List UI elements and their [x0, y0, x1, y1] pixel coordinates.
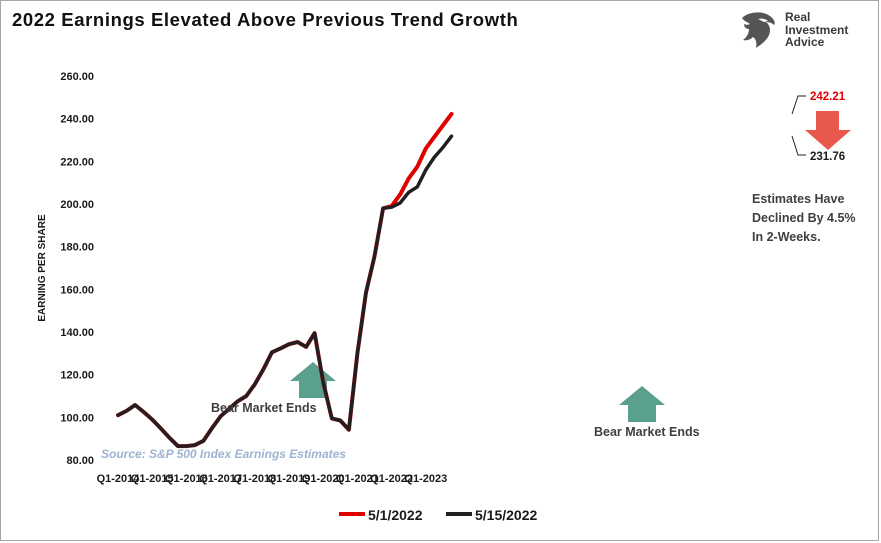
annotation-estimates: Estimates Have	[752, 192, 844, 206]
x-tick-label: Q1-2015	[131, 473, 174, 485]
legend: 5/1/2022 5/15/2022	[339, 507, 537, 523]
x-tick-label: Q1-2020	[302, 473, 345, 485]
arrow-down-icon	[805, 111, 851, 150]
arrow-up-icon	[619, 386, 665, 422]
x-tick-label: Q1-2017	[199, 473, 242, 485]
annotation-estimates: Declined By 4.5%	[752, 211, 856, 225]
source-note: Source: S&P 500 Index Earnings Estimates	[101, 447, 346, 461]
logo-text: Real Investment Advice	[785, 11, 848, 49]
x-tick-label: Q1-2022	[370, 473, 413, 485]
y-tick-label: 260.00	[60, 71, 94, 83]
y-tick-label: 80.00	[66, 455, 94, 467]
x-tick-label: Q1-2023	[404, 473, 447, 485]
logo: Real Investment Advice	[738, 10, 868, 54]
y-tick-label: 160.00	[60, 284, 94, 296]
arrow-up-icon	[290, 362, 336, 398]
y-tick-label: 180.00	[60, 242, 94, 254]
y-tick-label: 220.00	[60, 156, 94, 168]
y-tick-label: 100.00	[60, 412, 94, 424]
annotation-estimates: In 2-Weeks.	[752, 230, 821, 244]
y-axis-label: EARNING PER SHARE	[37, 214, 48, 322]
logo-line: Advice	[785, 35, 825, 49]
eagle-icon	[742, 12, 775, 48]
y-axis: 80.00 100.00 120.00 140.00 160.00 180.00 200.0…	[60, 71, 94, 467]
x-tick-label: Q1-2014	[97, 473, 141, 485]
y-tick-label: 240.00	[60, 114, 94, 126]
logo-line: Investment	[785, 22, 849, 37]
series-layer	[116, 112, 454, 449]
annotation-bear-market-2: Bear Market Ends	[594, 425, 700, 439]
logo-line: Real	[785, 10, 811, 24]
callout-leader	[791, 95, 806, 115]
x-tick-label: Q1-2016	[165, 473, 208, 485]
legend-label-0501: 5/1/2022	[368, 507, 423, 523]
data-label-242: 242.21	[810, 91, 846, 103]
x-tick-label: Q1-2021	[336, 473, 379, 485]
data-label-231: 231.76	[810, 151, 845, 163]
chart-title: 2022 Earnings Elevated Above Previous Tr…	[12, 9, 519, 30]
y-tick-label: 140.00	[60, 327, 94, 339]
legend-label-0515: 5/15/2022	[475, 507, 537, 523]
x-tick-label: Q1-2019	[268, 473, 311, 485]
callout-leader	[791, 135, 806, 156]
y-tick-label: 200.00	[60, 199, 94, 211]
x-axis: Q1-2014Q1-2015Q1-2016Q1-2017Q1-2018Q1-20…	[97, 473, 448, 485]
x-tick-label: Q1-2018	[233, 473, 276, 485]
annotation-bear-market-1: Bear Market Ends	[211, 401, 317, 415]
series-line-0515	[116, 134, 454, 448]
y-tick-label: 120.00	[60, 370, 94, 382]
series-line-0501	[116, 112, 454, 449]
